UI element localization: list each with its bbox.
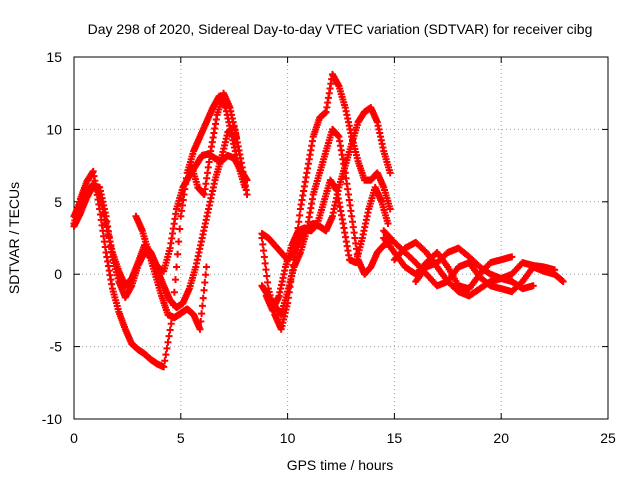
data-point	[559, 277, 567, 285]
data-point	[160, 363, 168, 371]
data-point	[264, 278, 272, 286]
data-point	[384, 220, 392, 228]
y-tick-label: 5	[54, 194, 62, 210]
data-point	[176, 225, 184, 233]
data-point	[243, 191, 251, 199]
data-point	[197, 317, 205, 325]
data-point	[200, 286, 208, 294]
data-point	[163, 344, 171, 352]
x-tick-label: 15	[387, 430, 403, 446]
y-tick-label: 10	[46, 121, 62, 137]
data-point	[232, 133, 240, 141]
data-point	[551, 266, 559, 274]
data-point	[173, 263, 181, 271]
x-axis-label: GPS time / hours	[287, 457, 394, 473]
x-tick-label: 25	[600, 430, 616, 446]
data-point	[261, 259, 269, 267]
series-sat-m	[412, 244, 537, 293]
data-point	[162, 351, 170, 359]
grid-lines	[74, 57, 608, 419]
x-tick-label: 5	[177, 430, 185, 446]
data-point	[199, 294, 207, 302]
y-tick-label: 0	[54, 266, 62, 282]
series-sat-d	[132, 212, 210, 333]
data-point	[386, 205, 394, 213]
chart-title: Day 298 of 2020, Sidereal Day-to-day VTE…	[88, 21, 593, 37]
data-point	[166, 326, 174, 334]
series-sat-f	[258, 70, 394, 333]
data-point	[260, 253, 268, 261]
x-tick-label: 20	[493, 430, 509, 446]
data-point	[175, 238, 183, 246]
data-point	[243, 176, 251, 184]
data-point	[202, 263, 210, 271]
data-point	[263, 272, 271, 280]
data-point	[167, 320, 175, 328]
data-point	[170, 288, 178, 296]
data-point	[165, 332, 173, 340]
y-tick-label: 15	[46, 49, 62, 65]
data-points	[70, 70, 567, 371]
series-sat-i	[262, 176, 392, 314]
y-axis-label: SDTVAR / TECUs	[6, 182, 22, 294]
data-point	[201, 279, 209, 287]
data-point	[386, 169, 394, 177]
data-point	[529, 282, 537, 290]
plot-frame	[73, 56, 609, 420]
y-tick-labels: -10 -5 0 5 10 15	[42, 49, 62, 427]
data-point	[295, 218, 303, 226]
data-point	[196, 325, 204, 333]
x-tick-label: 10	[280, 430, 296, 446]
data-point	[262, 266, 270, 274]
data-point	[164, 338, 172, 346]
x-tick-labels: 0 5 10 15 20 25	[70, 430, 616, 446]
data-point	[260, 247, 268, 255]
y-tick-label: -10	[42, 411, 62, 427]
data-point	[202, 271, 210, 279]
y-tick-label: -5	[50, 339, 63, 355]
series-sat-e	[187, 89, 240, 199]
data-point	[296, 211, 304, 219]
data-point	[198, 302, 206, 310]
data-point	[161, 357, 169, 365]
x-tick-label: 0	[70, 430, 78, 446]
data-point	[174, 250, 182, 258]
data-point	[171, 276, 179, 284]
data-point	[198, 310, 206, 318]
data-point	[259, 240, 267, 248]
data-point	[508, 253, 516, 261]
